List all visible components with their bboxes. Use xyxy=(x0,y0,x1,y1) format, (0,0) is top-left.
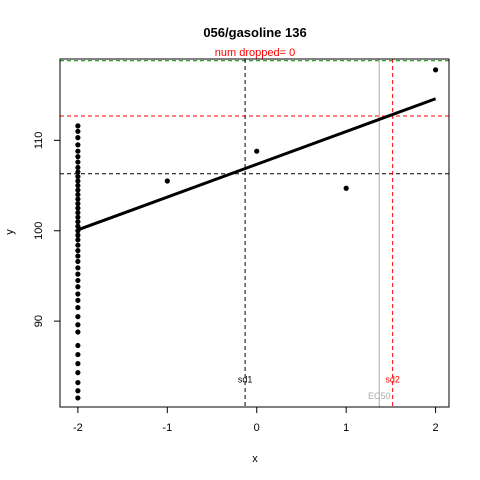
data-point-39 xyxy=(75,154,81,160)
x-tick-label-1: -1 xyxy=(162,422,172,434)
data-points xyxy=(75,67,439,401)
y-axis: 90 100 110 xyxy=(33,132,60,327)
x-axis: -2 -1 0 1 2 xyxy=(73,407,439,434)
data-point-25 xyxy=(75,219,81,225)
data-point-26 xyxy=(75,214,81,220)
data-point-2 xyxy=(75,379,81,386)
data-point-13 xyxy=(75,284,81,290)
data-point-34 xyxy=(75,178,81,184)
data-point-28 xyxy=(75,205,81,211)
data-point-29 xyxy=(75,201,81,207)
data-point-40 xyxy=(75,148,81,154)
data-point-3 xyxy=(75,370,81,376)
y-tick-label-0: 90 xyxy=(33,315,45,327)
data-point-38 xyxy=(75,159,81,165)
x-tick-label-2: 0 xyxy=(254,422,260,434)
data-point-14 xyxy=(75,277,81,284)
data-point-48 xyxy=(432,67,439,73)
y-tick-label-1: 100 xyxy=(33,222,45,240)
data-point-4 xyxy=(75,361,81,367)
x-tick-label-0: -2 xyxy=(73,422,83,434)
data-point-44 xyxy=(75,123,81,129)
data-point-17 xyxy=(75,258,81,265)
data-point-19 xyxy=(75,248,81,254)
data-point-10 xyxy=(75,304,81,311)
data-point-43 xyxy=(75,128,81,134)
data-point-45 xyxy=(164,178,170,184)
data-point-24 xyxy=(75,223,81,229)
data-point-23 xyxy=(75,228,81,234)
fit-line xyxy=(77,97,437,232)
data-point-32 xyxy=(75,187,81,193)
plot-frame xyxy=(59,58,450,408)
data-point-47 xyxy=(343,185,349,191)
data-point-37 xyxy=(75,164,81,171)
data-point-30 xyxy=(75,196,81,202)
data-point-15 xyxy=(75,271,81,277)
data-point-21 xyxy=(75,237,81,243)
data-point-16 xyxy=(75,265,81,271)
chart-subtitle: num dropped= 0 xyxy=(215,47,295,59)
annotation-sd1: sd1 xyxy=(238,375,253,385)
data-point-31 xyxy=(75,191,81,198)
x-tick-label-4: 2 xyxy=(433,422,439,434)
data-point-42 xyxy=(75,135,81,141)
x-axis-label: x xyxy=(252,453,258,465)
data-point-33 xyxy=(75,182,81,189)
data-point-8 xyxy=(75,322,81,328)
data-point-11 xyxy=(75,297,81,303)
data-point-41 xyxy=(75,142,81,148)
data-point-5 xyxy=(75,351,81,358)
data-point-20 xyxy=(75,242,81,248)
data-point-0 xyxy=(75,395,81,401)
y-axis-label: y xyxy=(4,229,16,235)
data-point-18 xyxy=(75,253,81,259)
data-point-22 xyxy=(75,232,81,238)
data-point-12 xyxy=(75,291,81,297)
reference-lines xyxy=(60,59,449,407)
fit-line-group xyxy=(77,97,437,232)
annotation-ec50: EC50 xyxy=(368,391,391,401)
data-point-46 xyxy=(254,148,260,154)
data-point-27 xyxy=(75,210,81,216)
x-tick-label-3: 1 xyxy=(343,422,349,434)
y-tick-label-2: 110 xyxy=(33,132,45,150)
chart-title: 056/gasoline 136 xyxy=(203,25,306,40)
annotations: sd1 sd2 EC50 xyxy=(238,375,400,401)
data-point-36 xyxy=(75,169,81,175)
annotation-sd2: sd2 xyxy=(385,375,400,385)
data-point-35 xyxy=(75,173,81,180)
data-point-6 xyxy=(75,342,81,349)
data-point-1 xyxy=(75,388,81,394)
data-point-7 xyxy=(75,329,81,335)
data-point-9 xyxy=(75,314,81,320)
